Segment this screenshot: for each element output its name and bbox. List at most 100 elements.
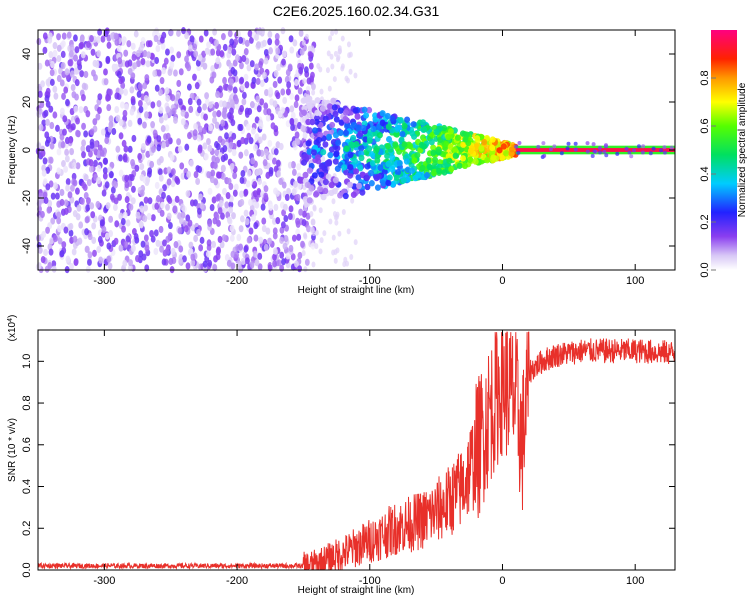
heatmap-cell bbox=[262, 71, 267, 80]
heatmap-cell bbox=[188, 241, 194, 249]
heatmap-cell bbox=[384, 112, 391, 120]
heatmap-cell bbox=[304, 181, 311, 189]
heatmap-cell bbox=[357, 165, 364, 172]
heatmap-cell bbox=[65, 98, 70, 107]
heatmap-cell bbox=[248, 36, 254, 44]
heatmap-cell bbox=[61, 241, 67, 249]
heatmap-cell bbox=[301, 159, 308, 166]
heatmap-cell bbox=[102, 167, 108, 175]
heatmap-cell bbox=[48, 156, 54, 164]
heatmap-cell bbox=[318, 248, 323, 255]
heatmap-cell bbox=[184, 55, 189, 63]
heatmap-cell bbox=[350, 197, 355, 204]
heatmap-cell bbox=[197, 54, 203, 62]
heatmap-cell bbox=[320, 193, 327, 201]
heatmap-cell bbox=[137, 152, 143, 161]
heatmap-cell bbox=[260, 27, 266, 35]
heatmap-cell bbox=[218, 85, 223, 93]
heatmap-cell bbox=[451, 146, 458, 154]
heatmap-cell bbox=[83, 174, 89, 182]
heatmap-cell bbox=[299, 48, 305, 56]
heatmap-cell bbox=[185, 262, 191, 270]
heatmap-cell bbox=[249, 204, 255, 212]
heatmap-cell bbox=[206, 41, 211, 49]
heatmap-cell bbox=[222, 187, 227, 196]
heatmap-cell bbox=[307, 50, 313, 58]
heatmap-cell bbox=[66, 31, 72, 39]
heatmap-cell bbox=[366, 106, 373, 114]
heatmap-cell bbox=[106, 242, 112, 250]
snr-panel: -300 -200 -100 0 100 0.0 0.2 0.4 0.6 0.8 1.0 Heig… bbox=[7, 315, 676, 596]
heatmap-cell bbox=[268, 203, 274, 211]
heatmap-cell bbox=[295, 217, 300, 225]
heatmap-cell bbox=[88, 165, 94, 173]
heatmap-cell bbox=[304, 33, 309, 40]
heatmap-cell bbox=[208, 124, 213, 132]
heatmap-cell bbox=[73, 54, 78, 62]
heatmap-cell bbox=[309, 210, 314, 217]
heatmap-cell bbox=[246, 236, 252, 244]
heatmap-cell bbox=[603, 143, 608, 148]
heatmap-cell bbox=[411, 133, 418, 140]
heatmap-cell bbox=[164, 87, 170, 95]
heatmap-cell bbox=[282, 50, 287, 58]
heatmap-cell bbox=[305, 212, 311, 220]
heatmap-cell bbox=[325, 67, 330, 74]
heatmap-cell bbox=[95, 200, 101, 209]
heatmap-cell bbox=[137, 99, 143, 108]
heatmap-cell bbox=[280, 27, 286, 35]
heatmap-cell bbox=[536, 144, 541, 149]
heatmap-cell bbox=[254, 133, 260, 141]
heatmap-cell bbox=[230, 262, 236, 270]
heatmap-cell bbox=[369, 160, 376, 167]
heatmap-cell bbox=[164, 247, 170, 255]
heatmap-cell bbox=[124, 174, 130, 182]
heatmap-cell bbox=[43, 196, 49, 205]
heatmap-cell bbox=[257, 263, 263, 271]
heatmap-cell bbox=[226, 259, 232, 267]
heatmap-y-tick-label: 0 bbox=[21, 147, 33, 153]
heatmap-cell bbox=[210, 169, 216, 177]
heatmap-cell bbox=[69, 263, 74, 271]
heatmap-cell bbox=[228, 201, 234, 209]
heatmap-cell bbox=[237, 260, 242, 268]
heatmap-cell bbox=[154, 84, 160, 92]
snr-x-tick-label: 0 bbox=[499, 575, 505, 587]
heatmap-cell bbox=[190, 253, 196, 261]
heatmap-cell bbox=[107, 125, 113, 133]
heatmap-cell bbox=[629, 154, 634, 159]
heatmap-cell bbox=[155, 195, 161, 203]
heatmap-cell bbox=[246, 169, 252, 177]
heatmap-cell bbox=[109, 193, 115, 201]
snr-x-ticks: -300 -200 -100 0 100 bbox=[93, 330, 644, 587]
heatmap-cell bbox=[257, 177, 263, 185]
heatmap-cell bbox=[140, 37, 146, 45]
heatmap-cell bbox=[348, 51, 353, 58]
heatmap-cell bbox=[252, 190, 258, 198]
heatmap-cell bbox=[253, 144, 258, 152]
heatmap-cell bbox=[118, 154, 123, 162]
heatmap-cell bbox=[127, 67, 133, 76]
heatmap-cell bbox=[222, 112, 228, 120]
heatmap-cell bbox=[311, 83, 316, 91]
heatmap-cell bbox=[249, 101, 255, 109]
heatmap-cell bbox=[188, 44, 193, 52]
heatmap-cell bbox=[428, 138, 435, 146]
heatmap-cell bbox=[45, 118, 50, 126]
heatmap-cell bbox=[68, 229, 74, 237]
heatmap-cell bbox=[292, 180, 298, 188]
heatmap-cell bbox=[327, 151, 334, 159]
heatmap-cell bbox=[76, 204, 82, 212]
heatmap-cell bbox=[118, 212, 124, 220]
heatmap-cell bbox=[164, 124, 170, 132]
heatmap-cell bbox=[171, 199, 176, 207]
heatmap-cell bbox=[272, 227, 278, 235]
heatmap-cell bbox=[347, 172, 354, 179]
heatmap-cell bbox=[245, 123, 251, 131]
heatmap-cell bbox=[261, 39, 267, 47]
heatmap-cell bbox=[45, 183, 51, 191]
heatmap-cell bbox=[484, 156, 491, 164]
heatmap-cell bbox=[263, 57, 269, 65]
heatmap-cell bbox=[42, 32, 48, 40]
heatmap-cell bbox=[180, 118, 186, 126]
